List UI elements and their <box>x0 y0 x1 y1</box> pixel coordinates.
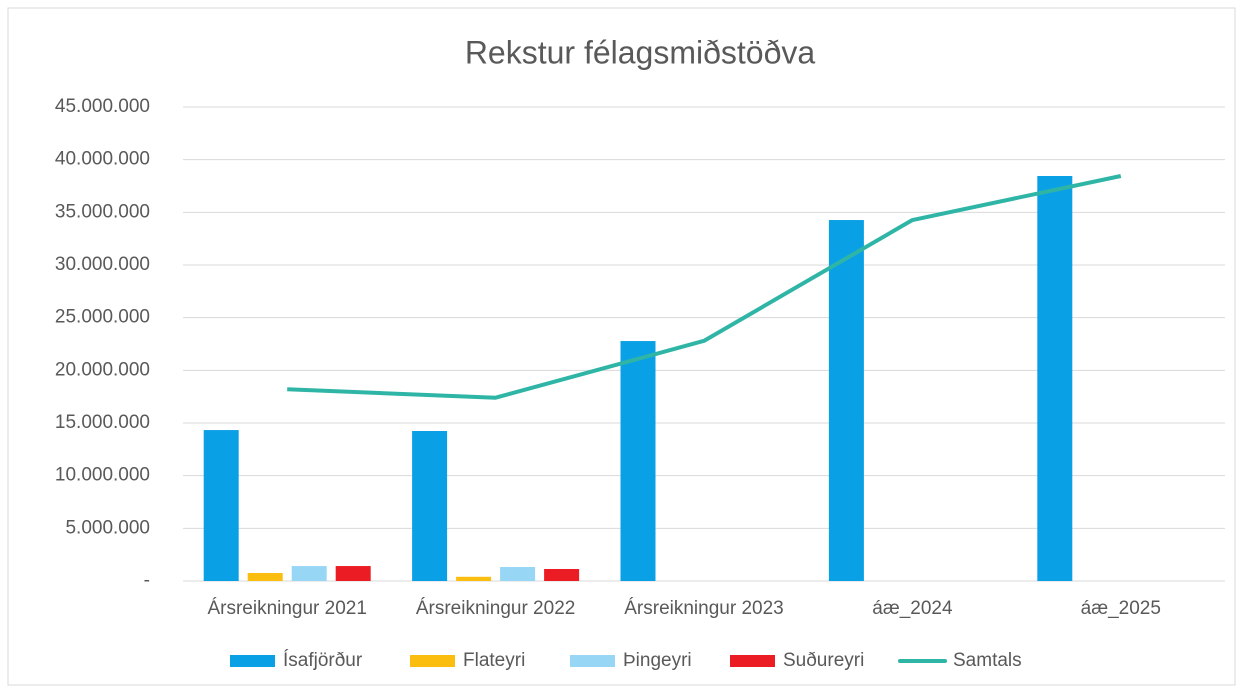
bar <box>544 568 580 581</box>
legend-label: Suðureyri <box>783 650 864 671</box>
legend-label: Samtals <box>953 650 1022 671</box>
bar <box>828 220 864 582</box>
y-tick-label: 15.000.000 <box>55 412 150 433</box>
legend-swatch <box>410 655 455 667</box>
x-tick-label: áæ_2024 <box>872 598 953 619</box>
bar <box>1037 175 1073 581</box>
legend-label: Flateyri <box>463 650 525 671</box>
bar <box>291 566 327 581</box>
y-tick-label: 25.000.000 <box>55 307 150 328</box>
y-tick-label: 20.000.000 <box>55 359 150 380</box>
bar <box>620 341 656 581</box>
y-tick-label: 5.000.000 <box>65 517 150 538</box>
x-tick-label: Ársreikningur 2023 <box>624 598 783 619</box>
bar <box>247 572 283 581</box>
line <box>287 174 1122 400</box>
bar <box>412 431 448 581</box>
y-tick-label: 10.000.000 <box>55 465 150 486</box>
legend-label: Þingeyri <box>623 650 692 671</box>
legend-swatch <box>570 655 615 667</box>
x-tick-label: Ársreikningur 2022 <box>416 598 575 619</box>
bar <box>335 566 371 581</box>
y-tick-label: 40.000.000 <box>55 149 150 170</box>
x-tick-label: áæ_2025 <box>1081 598 1161 619</box>
bar <box>456 576 492 581</box>
bar <box>500 566 536 581</box>
legend-swatch <box>230 655 275 667</box>
y-tick-label: 30.000.000 <box>55 254 150 275</box>
x-tick-label: Ársreikningur 2021 <box>207 598 366 619</box>
y-tick-label: 35.000.000 <box>55 201 150 222</box>
legend-swatch <box>730 655 775 667</box>
chart-title: Rekstur félagsmiðstöðva <box>465 34 816 70</box>
legend-label: Ísafjörður <box>283 650 363 671</box>
y-tick-label: 45.000.000 <box>55 96 150 117</box>
bar <box>203 430 239 581</box>
y-tick-label: - <box>144 570 150 591</box>
